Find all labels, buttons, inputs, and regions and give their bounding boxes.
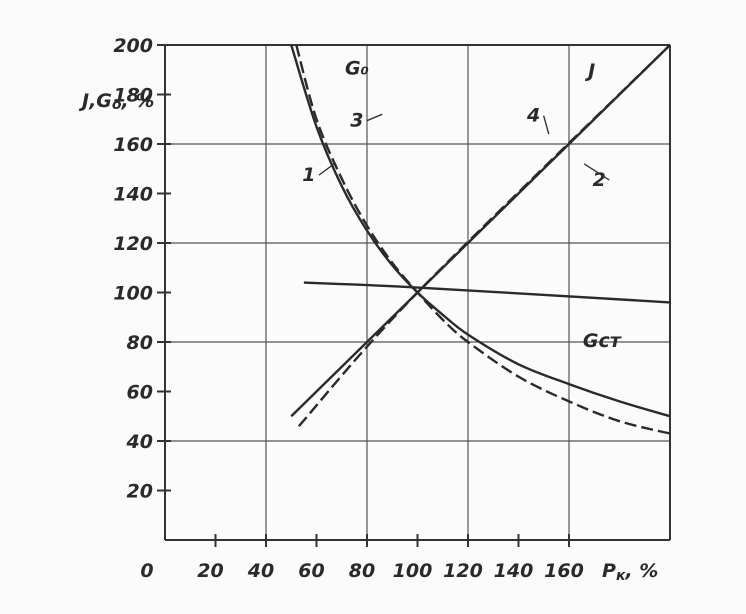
- curve-annotation: 3: [350, 110, 363, 132]
- curve-annotation: 2: [593, 169, 606, 191]
- curve-annotation: Gст: [583, 330, 622, 352]
- y-tick-label: 140: [113, 184, 153, 206]
- y-tick-label: 40: [126, 431, 153, 453]
- curve-annotation: 4: [526, 105, 540, 127]
- series-line: [290, 44, 671, 418]
- x-tick-label: 0: [140, 560, 153, 582]
- x-tick-label: 80: [349, 560, 375, 582]
- x-tick-label: 140: [494, 560, 534, 582]
- annotation-leader-line: [583, 163, 610, 181]
- tick-labels: 20 40 60 80 100 120 140 160 180 200 0 20 40 60 80 100 12…: [113, 35, 584, 582]
- x-tick-label: 40: [247, 560, 274, 582]
- x-axis-label: Pк, %: [602, 560, 658, 584]
- series-lines: [290, 44, 671, 435]
- y-tick-label: 160: [113, 134, 153, 156]
- y-tick-label: 80: [127, 332, 153, 354]
- curve-annotation: 1: [302, 164, 315, 186]
- x-tick-label: 120: [443, 560, 483, 582]
- series-line: [295, 44, 671, 435]
- y-tick-label: 120: [113, 233, 153, 255]
- y-tick-label: 200: [113, 35, 153, 57]
- y-tick-label: 180: [113, 85, 153, 107]
- y-axis-label: J,Gо, %: [78, 90, 154, 113]
- curve-annotation: G₀: [345, 58, 369, 80]
- x-tick-label: 100: [393, 560, 433, 582]
- y-tick-label: 100: [113, 283, 153, 305]
- curve-annotation: J: [584, 60, 595, 82]
- series-line: [303, 281, 671, 304]
- series-line: [297, 44, 671, 427]
- x-tick-label: 160: [544, 560, 584, 582]
- x-tick-label: 20: [197, 560, 223, 582]
- annotation-leader-line: [542, 115, 550, 135]
- x-tick-label: 60: [298, 560, 324, 582]
- curve-annotations: G₀ 3 1 J 4 2 Gст: [302, 58, 621, 352]
- grid-lines: [165, 45, 670, 540]
- y-tick-label: 20: [127, 481, 153, 503]
- annotation-leader-line: [366, 113, 383, 122]
- annotation-leader-line: [318, 163, 335, 176]
- y-tick-label: 60: [127, 382, 153, 404]
